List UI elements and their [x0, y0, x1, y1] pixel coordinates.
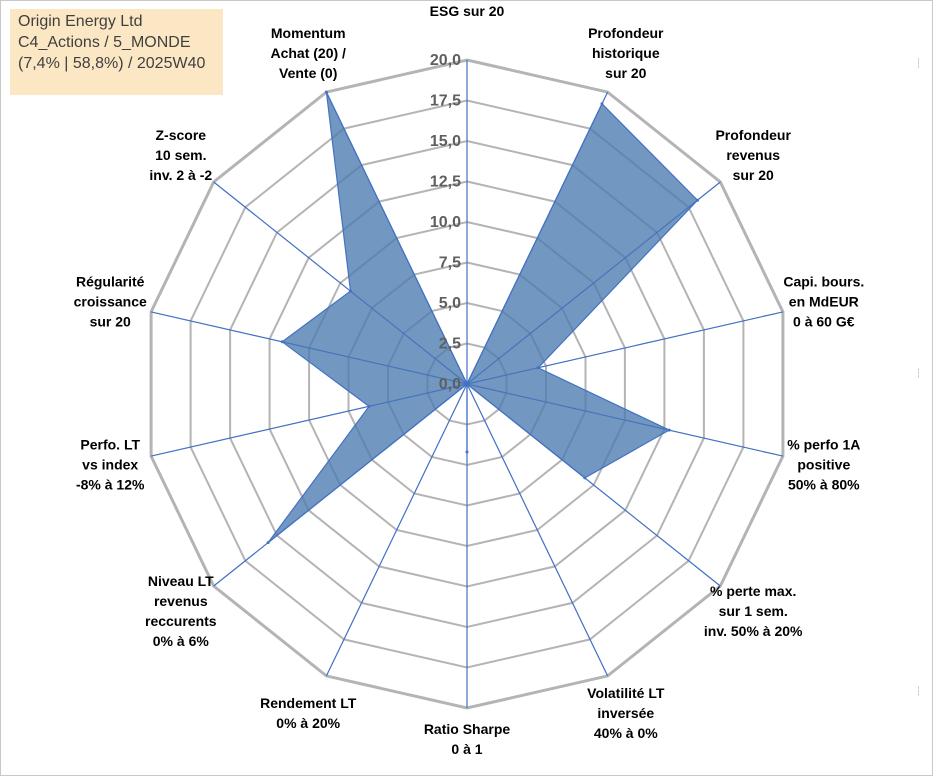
axis-label-line: Niveau LT	[148, 573, 214, 589]
axis-label-line: inversée	[597, 705, 654, 721]
tick-label: 20,0	[430, 52, 461, 69]
frame-marker	[918, 368, 925, 378]
axis-label-line: positive	[797, 456, 850, 472]
axis-spoke-overlay	[213, 383, 468, 587]
axis-spoke-overlay	[466, 181, 721, 385]
axis-label: Momentum Achat (20) / Vente (0)	[270, 25, 346, 81]
tick-label: 0,0	[439, 376, 461, 393]
axis-label: Régularité croissance sur 20	[74, 274, 147, 330]
axis-label: Capi. bours. en MdEUR 0 à 60 G€	[783, 274, 864, 330]
axis-spoke-overlay	[151, 311, 468, 385]
axis-label-line: sur 20	[605, 65, 646, 81]
axis-label-line: Rendement LT	[260, 695, 357, 711]
axis-label-line: 0% à 20%	[276, 715, 340, 731]
tick-label: 10,0	[430, 214, 461, 231]
axis-label-line: Vente (0)	[279, 65, 337, 81]
frame-marker	[918, 686, 925, 696]
axis-label-line: Régularité	[76, 274, 145, 290]
chart-title-box: Origin Energy Ltd C4_Actions / 5_MONDE (…	[10, 9, 223, 95]
tick-label: 15,0	[430, 133, 461, 150]
axis-spoke-overlay	[466, 91, 608, 385]
data-series-area	[267, 91, 699, 544]
tick-label: 12,5	[430, 174, 461, 191]
axis-label-line: sur 20	[90, 314, 131, 330]
title-company: Origin Energy Ltd	[18, 13, 143, 30]
axis-spoke-overlay	[466, 383, 608, 677]
axis-label-line: 10 sem.	[155, 147, 206, 163]
axis-label: % perte max. sur 1 sem. inv. 50% à 20%	[704, 583, 803, 639]
axis-label-line: 0% à 6%	[153, 633, 210, 649]
axis-label: Volatilité LT inversée 40% à 0%	[587, 685, 665, 741]
axis-label: Profondeur historique sur 20	[588, 25, 664, 81]
axis-label-line: 40% à 0%	[594, 725, 658, 741]
axis-label-line: reccurents	[145, 613, 217, 629]
axis-label-line: 0 à 60 G€	[793, 314, 855, 330]
title-stats: (7,4% | 58,8%) / 2025W40	[18, 55, 206, 72]
axis-label-line: inv. 2 à -2	[149, 167, 212, 183]
axis-label-line: revenus	[726, 147, 780, 163]
axis-label-line: vs index	[82, 456, 138, 472]
axis-label-line: sur 20	[733, 167, 774, 183]
axis-label-line: % perfo 1A	[787, 436, 860, 452]
axis-label-line: Achat (20) /	[270, 45, 346, 61]
axis-label-line: Profondeur	[715, 127, 791, 143]
title-category: C4_Actions / 5_MONDE	[18, 34, 191, 51]
axis-label-line: Ratio Sharpe	[424, 721, 511, 737]
axis-label: Ratio Sharpe 0 à 1	[424, 721, 511, 757]
axis-spoke-overlay	[326, 91, 468, 385]
axis-label-line: sur 1 sem.	[719, 603, 788, 619]
axis-label-line: Capi. bours.	[783, 274, 864, 290]
axis-label: Niveau LT revenus reccurents 0% à 6%	[145, 573, 217, 649]
frame-marker	[918, 58, 925, 68]
axis-label-line: Volatilité LT	[587, 685, 665, 701]
axis-label: NoteESG sur 20	[430, 0, 505, 19]
axis-label: Z-score 10 sem. inv. 2 à -2	[149, 127, 212, 183]
axis-spoke-overlay	[466, 383, 721, 587]
axis-label: Profondeur revenus sur 20	[715, 127, 791, 183]
axis-label-line: -8% à 12%	[76, 476, 145, 492]
axis-label-line: 50% à 80%	[788, 476, 860, 492]
axis-label-line: % perte max.	[710, 583, 796, 599]
axis-spoke-overlay	[466, 383, 783, 457]
tick-label: 17,5	[430, 93, 461, 110]
axis-label-line: Profondeur	[588, 25, 664, 41]
tick-label: 7,5	[439, 255, 461, 272]
tick-label: 2,5	[439, 336, 461, 353]
axis-label-line: ESG sur 20	[430, 3, 505, 19]
tick-label: 5,0	[439, 295, 461, 312]
axis-label-line: 0 à 1	[451, 741, 482, 757]
axis-label-line: en MdEUR	[789, 294, 859, 310]
axis-label-line: Z-score	[156, 127, 207, 143]
axis-spoke-overlay	[213, 181, 468, 385]
axis-spoke-overlay	[151, 383, 468, 457]
axis-label-line: historique	[592, 45, 660, 61]
axis-label: Rendement LT 0% à 20%	[260, 695, 357, 731]
axis-spoke-overlay	[466, 311, 783, 385]
axis-label-line: Momentum	[271, 25, 346, 41]
axis-spoke-overlay	[326, 383, 468, 677]
axis-label-line: croissance	[74, 294, 147, 310]
axis-label: % perfo 1A positive 50% à 80%	[787, 436, 860, 492]
axis-label: Perfo. LT vs index -8% à 12%	[76, 436, 145, 492]
axis-label-line: revenus	[154, 593, 208, 609]
axis-label-line: inv. 50% à 20%	[704, 623, 803, 639]
axis-label-line: Perfo. LT	[80, 436, 140, 452]
